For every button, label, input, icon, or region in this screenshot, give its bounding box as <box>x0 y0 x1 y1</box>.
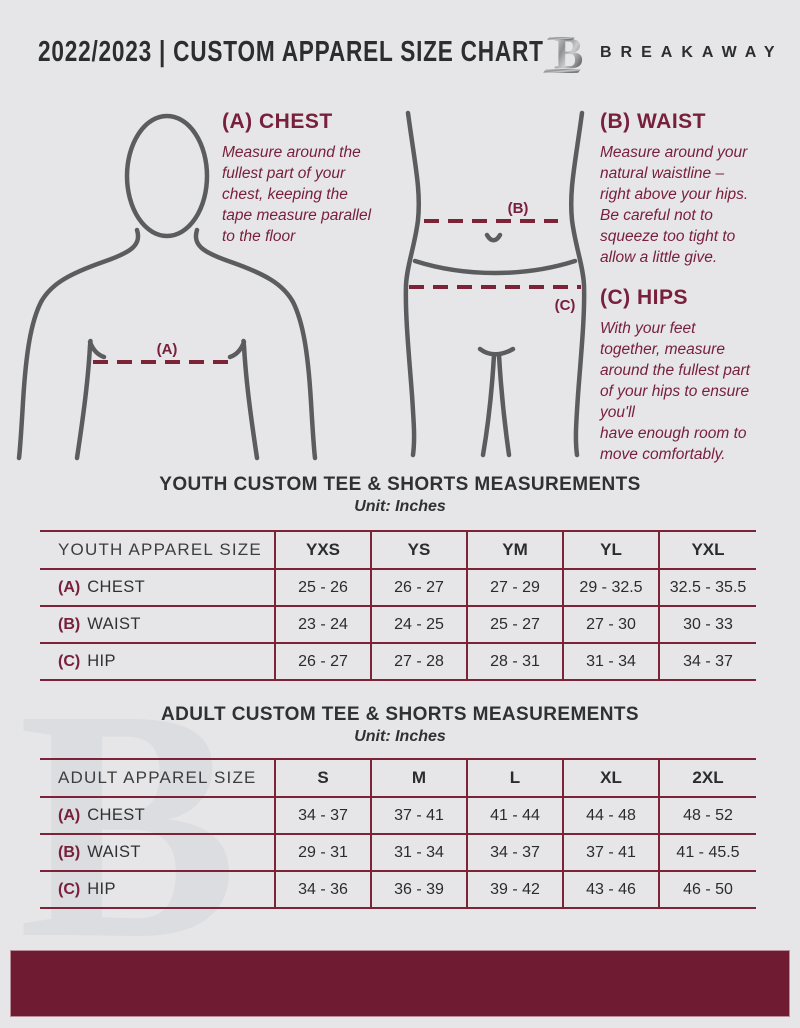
row-marker: (A) <box>58 807 81 824</box>
table-row-adult-hip: (C) HIP 34 - 36 36 - 39 39 - 42 43 - 46 4… <box>40 870 756 908</box>
hips-section-body: With your feet together, measure around … <box>600 320 750 463</box>
brand-name: BREAKAWAY <box>600 44 784 61</box>
size-header-m: M <box>370 758 467 797</box>
table-row-youth-waist: (B) WAIST 23 - 24 24 - 25 25 - 27 27 - 30… <box>40 605 756 643</box>
row-marker: (C) <box>58 881 81 898</box>
cell-value: 37 - 41 <box>370 796 467 834</box>
size-header-2xl: 2XL <box>658 758 756 797</box>
size-header-ym: YM <box>466 530 563 569</box>
adult-size-column-header: ADULT APPAREL SIZE <box>40 758 275 797</box>
page-title: 2022/2023 | CUSTOM APPAREL SIZE CHART <box>38 36 544 68</box>
cell-value: 36 - 39 <box>370 870 467 908</box>
cell-value: 34 - 37 <box>466 833 563 871</box>
waist-section-body: Measure around your natural waistline – … <box>600 144 749 266</box>
cell-value: 34 - 36 <box>274 870 371 908</box>
size-header-yxs: YXS <box>274 530 371 569</box>
size-header-yl: YL <box>562 530 659 569</box>
row-label: CHEST <box>87 806 146 824</box>
chest-section-heading: (A) CHEST <box>222 110 333 133</box>
adult-size-table: ADULT APPAREL SIZE S M L XL 2XL (A) CHEST… <box>40 758 756 909</box>
row-label: WAIST <box>87 615 141 633</box>
cell-value: 34 - 37 <box>274 796 371 834</box>
waist-section-heading: (B) WAIST <box>600 110 706 133</box>
cell-value: 41 - 44 <box>466 796 563 834</box>
cell-value: 27 - 29 <box>466 568 563 606</box>
cell-value: 24 - 25 <box>370 605 467 643</box>
row-label: CHEST <box>87 578 146 596</box>
size-header-xl: XL <box>562 758 659 797</box>
cell-value: 25 - 26 <box>274 568 371 606</box>
chest-figure-illustration: (A) <box>16 113 318 461</box>
cell-value: 41 - 45.5 <box>658 833 756 871</box>
row-label: WAIST <box>87 843 141 861</box>
youth-table-title: YOUTH CUSTOM TEE & SHORTS MEASUREMENTS <box>159 474 641 495</box>
table-row-youth-chest: (A) CHEST 25 - 26 26 - 27 27 - 29 29 - 32… <box>40 568 756 606</box>
cell-value: 31 - 34 <box>370 833 467 871</box>
cell-value: 26 - 27 <box>370 568 467 606</box>
breakaway-logo-icon: B <box>543 29 583 78</box>
cell-value: 27 - 30 <box>562 605 659 643</box>
hips-section-heading: (C) HIPS <box>600 286 688 309</box>
row-marker: (B) <box>58 616 81 633</box>
cell-value: 30 - 33 <box>658 605 756 643</box>
cell-value: 28 - 31 <box>466 642 563 680</box>
cell-value: 39 - 42 <box>466 870 563 908</box>
table-row-adult-chest: (A) CHEST 34 - 37 37 - 41 41 - 44 44 - 48… <box>40 796 756 834</box>
cell-value: 48 - 52 <box>658 796 756 834</box>
size-header-l: L <box>466 758 563 797</box>
cell-value: 31 - 34 <box>562 642 659 680</box>
waist-marker-label: (B) <box>508 200 529 217</box>
youth-size-column-header: YOUTH APPAREL SIZE <box>40 530 275 569</box>
youth-table-unit: Unit: Inches <box>354 498 446 515</box>
cell-value: 34 - 37 <box>658 642 756 680</box>
size-header-s: S <box>274 758 371 797</box>
adult-table-unit: Unit: Inches <box>354 728 446 745</box>
cell-value: 37 - 41 <box>562 833 659 871</box>
cell-value: 29 - 31 <box>274 833 371 871</box>
row-label: HIP <box>87 652 116 670</box>
row-marker: (A) <box>58 579 81 596</box>
cell-value: 26 - 27 <box>274 642 371 680</box>
footer-bar <box>10 950 790 1017</box>
cell-value: 43 - 46 <box>562 870 659 908</box>
chest-section-body: Measure around the fullest part of your … <box>222 144 372 245</box>
row-marker: (C) <box>58 653 81 670</box>
size-header-yxl: YXL <box>658 530 756 569</box>
cell-value: 44 - 48 <box>562 796 659 834</box>
cell-value: 29 - 32.5 <box>562 568 659 606</box>
waist-hips-figure-illustration: (B) (C) <box>403 110 587 458</box>
row-marker: (B) <box>58 844 81 861</box>
cell-value: 25 - 27 <box>466 605 563 643</box>
adult-table-header-row: ADULT APPAREL SIZE S M L XL 2XL <box>40 758 756 797</box>
chest-marker-label: (A) <box>157 341 178 358</box>
table-row-youth-hip: (C) HIP 26 - 27 27 - 28 28 - 31 31 - 34 3… <box>40 642 756 680</box>
youth-table-header-row: YOUTH APPAREL SIZE YXS YS YM YL YXL <box>40 530 756 569</box>
adult-table-title: ADULT CUSTOM TEE & SHORTS MEASUREMENTS <box>161 704 639 725</box>
cell-value: 46 - 50 <box>658 870 756 908</box>
hips-marker-label: (C) <box>555 297 576 314</box>
cell-value: 23 - 24 <box>274 605 371 643</box>
cell-value: 27 - 28 <box>370 642 467 680</box>
size-header-ys: YS <box>370 530 467 569</box>
table-row-adult-waist: (B) WAIST 29 - 31 31 - 34 34 - 37 37 - 41… <box>40 833 756 871</box>
row-label: HIP <box>87 880 116 898</box>
youth-size-table: YOUTH APPAREL SIZE YXS YS YM YL YXL (A) C… <box>40 530 756 681</box>
cell-value: 32.5 - 35.5 <box>658 568 756 606</box>
